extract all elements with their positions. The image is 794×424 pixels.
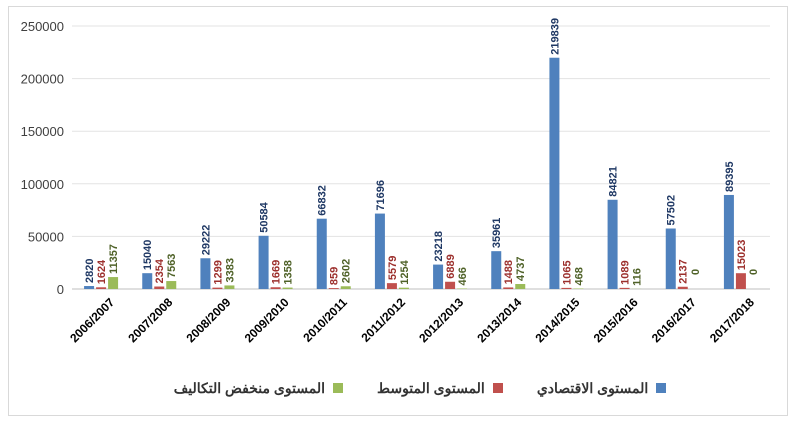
data-label: 7563 <box>166 254 178 278</box>
bar-medium <box>561 287 572 289</box>
legend-item-medium[interactable]: المستوى المتوسط <box>377 380 503 396</box>
legend-label-low-cost: المستوى منخفض التكاليف <box>173 379 326 396</box>
x-tick-label: 2006/2007 <box>67 295 117 345</box>
data-label: 0 <box>690 269 702 275</box>
bar-low-cost <box>224 285 235 289</box>
x-tick-label: 2016/2017 <box>649 295 699 345</box>
legend-item-economic[interactable]: المستوى الاقتصادي <box>536 379 667 396</box>
bar-economic <box>665 228 676 289</box>
bar-low-cost <box>515 284 526 289</box>
data-label: 5579 <box>387 256 399 280</box>
legend-swatch-economic <box>656 383 667 393</box>
y-tick-label: 50000 <box>28 229 64 244</box>
data-label: 1065 <box>561 260 573 284</box>
data-label: 11357 <box>108 244 120 274</box>
data-label: 3383 <box>224 258 236 282</box>
x-tick-label: 2007/2008 <box>125 295 175 345</box>
legend-swatch-low-cost <box>333 383 344 393</box>
bar-low-cost <box>340 286 351 289</box>
x-tick-label: 2014/2015 <box>533 295 583 345</box>
data-label: 2354 <box>154 258 166 283</box>
y-tick-label: 250000 <box>21 19 64 34</box>
data-label: 15040 <box>142 240 154 271</box>
y-tick-label: 150000 <box>21 124 64 139</box>
legend-label-economic: المستوى الاقتصادي <box>536 379 649 396</box>
data-label: 466 <box>457 267 469 285</box>
data-label: 1299 <box>212 260 224 284</box>
data-label: 66832 <box>317 185 329 216</box>
bar-medium <box>212 287 223 289</box>
bar-medium <box>96 287 107 289</box>
data-label: 2820 <box>84 259 96 283</box>
legend-item-low-cost[interactable]: المستوى منخفض التكاليف <box>173 379 344 396</box>
legend-swatch-medium <box>492 383 503 393</box>
bar-economic <box>433 264 444 289</box>
legend-label-medium: المستوى المتوسط <box>377 379 485 396</box>
x-tick-label: 2010/2011 <box>300 295 350 345</box>
x-tick-label: 2008/2009 <box>184 295 234 345</box>
bar-medium <box>270 287 281 289</box>
bar-economic <box>142 273 153 289</box>
bar-medium <box>677 286 688 289</box>
bar-economic <box>258 235 269 289</box>
data-label: 1358 <box>283 260 295 284</box>
bar-medium <box>445 281 456 289</box>
chart-frame <box>8 6 788 416</box>
data-label: 50584 <box>259 201 271 232</box>
bar-medium <box>154 286 165 289</box>
bar-medium <box>503 287 514 289</box>
data-label: 71696 <box>375 180 387 211</box>
y-tick-label: 200000 <box>21 72 64 87</box>
data-label: 2602 <box>341 259 353 283</box>
legend: المستوى الاقتصادي المستوى المتوسط المستو… <box>160 380 680 396</box>
x-tick-label: 2015/2016 <box>591 295 641 345</box>
x-tick-label: 2009/2010 <box>242 295 292 345</box>
data-label: 6889 <box>445 254 457 278</box>
data-label: 23218 <box>433 231 445 262</box>
bar-economic <box>607 199 618 289</box>
bar-economic <box>374 213 385 289</box>
x-tick-label: 2017/2018 <box>707 295 757 345</box>
data-label: 116 <box>632 268 644 286</box>
bar-economic <box>549 57 560 289</box>
bar-low-cost <box>108 277 119 289</box>
bar-medium <box>735 273 746 289</box>
data-label: 1669 <box>271 260 283 284</box>
data-label: 468 <box>573 267 585 285</box>
data-label: 0 <box>748 269 760 275</box>
data-label: 1488 <box>503 260 515 284</box>
data-label: 859 <box>329 267 341 285</box>
data-label: 1089 <box>620 260 632 284</box>
data-label: 29222 <box>200 225 212 256</box>
bar-medium <box>619 287 630 289</box>
bar-medium <box>328 288 339 289</box>
bar-low-cost <box>282 287 293 289</box>
data-label: 2137 <box>678 259 690 283</box>
data-label: 219839 <box>549 18 561 55</box>
bar-economic <box>200 258 211 289</box>
data-label: 84821 <box>608 166 620 197</box>
y-tick-label: 100000 <box>21 177 64 192</box>
data-label: 89395 <box>724 161 736 192</box>
data-label: 1624 <box>96 259 108 284</box>
bar-low-cost <box>398 287 409 289</box>
y-tick-label: 0 <box>57 282 64 297</box>
data-label: 4737 <box>515 257 527 281</box>
x-tick-label: 2013/2014 <box>474 295 524 345</box>
bar-economic <box>491 251 502 289</box>
x-tick-label: 2012/2013 <box>416 295 466 345</box>
data-label: 15023 <box>736 240 748 271</box>
bar-economic <box>316 218 327 289</box>
x-tick-label: 2011/2012 <box>358 295 408 345</box>
data-label: 57502 <box>666 195 678 226</box>
data-label: 35961 <box>491 218 503 249</box>
bar-low-cost <box>166 281 177 289</box>
bar-economic <box>84 286 95 289</box>
bar-medium <box>386 283 397 289</box>
data-label: 1254 <box>399 259 411 284</box>
bar-economic <box>723 194 734 289</box>
